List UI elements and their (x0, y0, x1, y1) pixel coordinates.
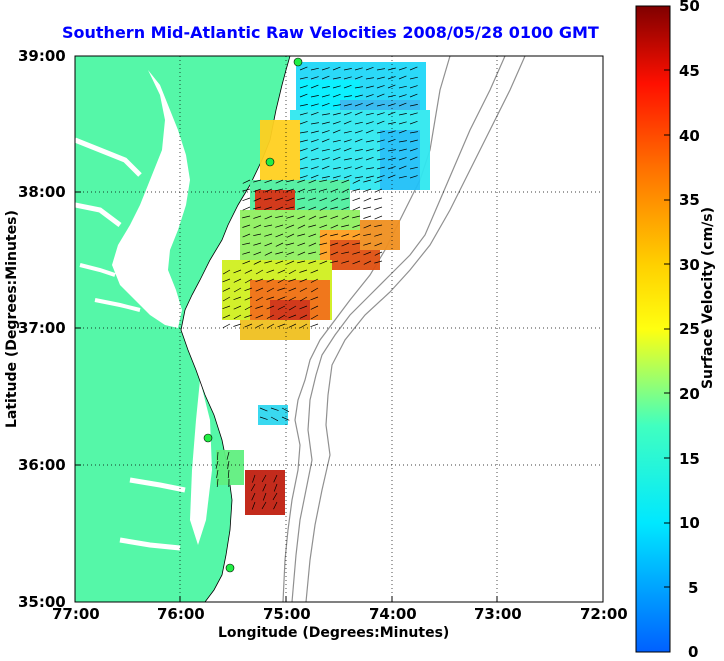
x-tick-74: 74:00 (369, 605, 417, 623)
colorbar-label: Surface Velocity (cm/s) (700, 198, 716, 398)
cbar-tick-10: 10 (679, 514, 700, 532)
x-axis-label: Longitude (Degrees:Minutes) (218, 625, 449, 641)
cbar-tick-0: 0 (688, 643, 698, 661)
cbar-tick-50: 50 (679, 0, 700, 15)
cbar-tick-45: 45 (679, 62, 700, 80)
x-tick-76: 76:00 (157, 605, 205, 623)
cbar-tick-5: 5 (688, 579, 698, 597)
cbar-tick-15: 15 (679, 450, 700, 468)
cbar-tick-20: 20 (679, 385, 700, 403)
y-tick-39: 39:00 (18, 47, 66, 65)
y-tick-37: 37:00 (18, 319, 66, 337)
y-tick-38: 38:00 (18, 183, 66, 201)
y-tick-36: 36:00 (18, 456, 66, 474)
y-axis-label: Latitude (Degrees:Minutes) (4, 228, 20, 428)
cbar-tick-40: 40 (679, 127, 700, 145)
cbar-tick-35: 35 (679, 191, 700, 209)
x-tick-77: 77:00 (52, 605, 100, 623)
cbar-tick-30: 30 (679, 256, 700, 274)
x-tick-75: 75:00 (263, 605, 311, 623)
cbar-tick-25: 25 (679, 320, 700, 338)
x-tick-73: 73:00 (474, 605, 522, 623)
x-tick-72: 72:00 (580, 605, 628, 623)
